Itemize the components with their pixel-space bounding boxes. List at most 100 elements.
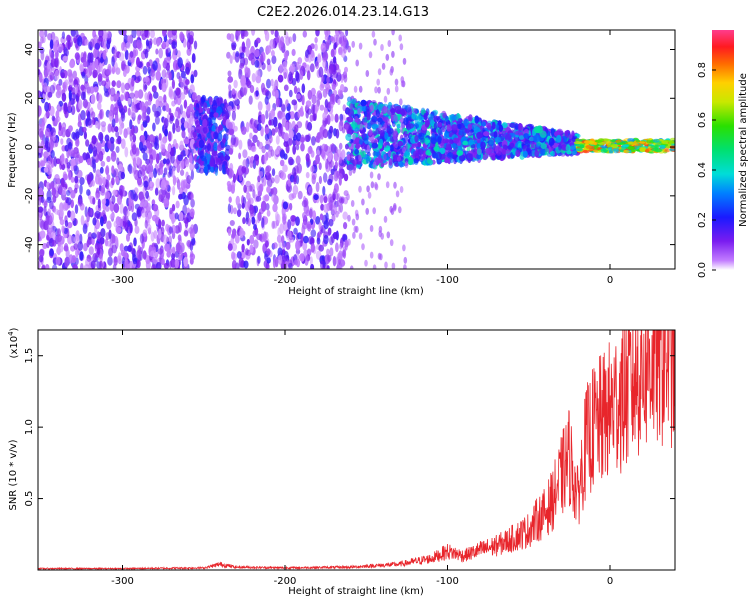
heatmap-cell xyxy=(57,184,63,195)
heatmap-cell xyxy=(162,234,168,245)
heatmap-cell xyxy=(150,250,155,258)
heatmap-cell xyxy=(38,261,41,269)
heatmap-cell xyxy=(384,261,388,269)
heatmap-cell xyxy=(72,70,78,80)
heatmap-cell xyxy=(211,124,216,133)
heatmap-cell xyxy=(276,213,281,224)
heatmap-cell xyxy=(291,99,298,106)
heatmap-cell xyxy=(261,176,267,187)
heatmap-cell xyxy=(193,40,198,50)
heatmap-cell xyxy=(281,242,286,250)
heatmap-cell xyxy=(102,176,107,186)
heatmap-cell xyxy=(269,39,276,50)
heatmap-cell xyxy=(193,69,198,78)
heatmap-cell xyxy=(51,187,57,197)
heatmap-cell xyxy=(95,192,100,201)
heatmap-cell xyxy=(162,105,167,112)
heatmap-cell xyxy=(60,138,64,145)
heatmap-cell xyxy=(275,257,279,268)
heatmap-cell xyxy=(400,115,404,123)
heatmap-cell xyxy=(339,119,344,127)
heatmap-cell xyxy=(127,107,131,116)
heatmap-cell xyxy=(342,211,349,220)
heatmap-cell xyxy=(489,148,495,156)
heatmap-cell xyxy=(180,117,185,125)
heatmap-cell xyxy=(40,160,46,167)
heatmap-cell xyxy=(105,198,110,207)
heatmap-cell xyxy=(334,161,338,170)
heatmap-cell xyxy=(583,149,588,153)
heatmap-cell xyxy=(345,133,352,141)
heatmap-cell xyxy=(55,256,61,266)
heatmap-cell xyxy=(39,218,44,229)
heatmap-cell xyxy=(228,196,232,203)
heatmap-cell xyxy=(377,155,382,163)
heatmap-cell xyxy=(199,150,205,159)
heatmap-cell xyxy=(501,148,506,155)
heatmap-cell xyxy=(146,106,151,115)
heatmap-cell xyxy=(95,120,99,129)
heatmap-cell xyxy=(328,218,334,227)
heatmap-cell xyxy=(109,213,115,220)
heatmap-cell xyxy=(271,193,276,202)
heatmap-cell xyxy=(100,184,105,194)
heatmap-cell xyxy=(327,228,331,237)
heatmap-cell xyxy=(251,216,256,225)
heatmap-cell xyxy=(345,143,349,150)
heatmap-cell xyxy=(123,245,129,252)
heatmap-cell xyxy=(627,146,635,150)
heatmap-cell xyxy=(652,138,660,143)
heatmap-cell xyxy=(163,262,170,269)
heatmap-cell xyxy=(136,39,142,49)
heatmap-cell xyxy=(38,58,42,68)
heatmap-cell xyxy=(278,40,284,51)
heatmap-cell xyxy=(386,87,391,95)
heatmap-cell xyxy=(243,87,247,96)
heatmap-cell xyxy=(42,243,48,249)
heatmap-cell xyxy=(152,204,159,212)
heatmap-cell xyxy=(270,30,275,35)
chart-title: C2E2.2026.014.23.14.G13 xyxy=(257,5,429,20)
heatmap-cell xyxy=(257,255,261,264)
heatmap-cell xyxy=(303,235,309,244)
heatmap-cell xyxy=(113,49,118,58)
heatmap-cell xyxy=(187,121,192,129)
heatmap-cell xyxy=(245,47,250,58)
heatmap-cell xyxy=(356,142,361,150)
heatmap-cell xyxy=(636,143,642,147)
heatmap-cell xyxy=(144,219,148,229)
heatmap-cell xyxy=(169,90,175,100)
heatmap-cell xyxy=(347,45,352,53)
heatmap-cell xyxy=(358,232,363,240)
heatmap-cell xyxy=(320,42,327,53)
heatmap-cell xyxy=(179,140,184,150)
heatmap-cell xyxy=(291,48,296,57)
heatmap-cell xyxy=(584,140,590,145)
heatmap-cell xyxy=(292,33,297,43)
heatmap-cell xyxy=(399,186,404,193)
heatmap-cell xyxy=(131,107,136,118)
heatmap-cell xyxy=(349,103,354,111)
heatmap-cell xyxy=(271,220,276,230)
heatmap-cell xyxy=(404,161,409,169)
heatmap-cell xyxy=(383,153,387,161)
heatmap-cell xyxy=(383,140,387,148)
heatmap-cell xyxy=(142,145,147,152)
heatmap-cell xyxy=(261,217,265,229)
heatmap-cell xyxy=(146,202,151,213)
heatmap-cell xyxy=(54,69,60,81)
heatmap-cell xyxy=(160,138,166,148)
heatmap-cell xyxy=(158,218,162,229)
heatmap-cell xyxy=(257,101,263,111)
heatmap-cell xyxy=(442,138,450,144)
heatmap-cell xyxy=(285,143,290,154)
heatmap-cell xyxy=(162,30,167,37)
heatmap-cell xyxy=(444,131,450,139)
heatmap-cell xyxy=(39,230,46,239)
heatmap-cell xyxy=(47,208,51,216)
heatmap-cell xyxy=(59,219,65,226)
heatmap-cell xyxy=(161,258,165,266)
heatmap-cell xyxy=(361,198,365,206)
heatmap-cell xyxy=(129,223,133,234)
heatmap-cell xyxy=(338,37,343,44)
